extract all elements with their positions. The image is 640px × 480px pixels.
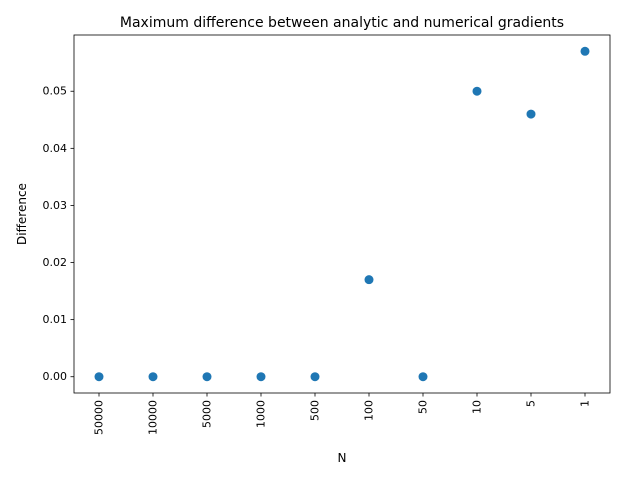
data-point	[472, 86, 482, 96]
data-point	[364, 275, 374, 285]
x-tick-label: 100	[363, 400, 376, 421]
plot-area	[73, 34, 611, 394]
y-tick-label: 0.05	[43, 85, 68, 98]
x-axis-label: N	[338, 451, 347, 465]
data-point	[526, 109, 536, 119]
x-tick-label: 10000	[147, 400, 160, 435]
y-axis-label: Difference	[15, 183, 29, 245]
x-tick-label: 500	[309, 400, 322, 421]
chart-title: Maximum difference between analytic and …	[120, 15, 564, 31]
axes-frame	[73, 34, 611, 394]
x-axis: 50000 10000 5000 1000 500 100 50 10 5 1	[93, 393, 592, 435]
data-point	[148, 372, 158, 382]
data-point	[418, 372, 428, 382]
data-point	[256, 372, 266, 382]
data-point	[310, 372, 320, 382]
y-axis: 0.00 0.01 0.02 0.03 0.04 0.05	[43, 85, 74, 383]
x-tick-label: 50	[417, 400, 430, 414]
y-tick-label: 0.03	[43, 199, 68, 212]
data-point	[580, 46, 590, 56]
x-tick-label: 10	[471, 400, 484, 414]
data-point	[94, 372, 104, 382]
y-tick-label: 0.00	[43, 370, 68, 383]
y-tick-label: 0.04	[43, 142, 68, 155]
x-tick-label: 1	[579, 400, 592, 407]
x-tick-label: 50000	[93, 400, 106, 435]
x-tick-label: 1000	[255, 400, 268, 428]
x-tick-label: 5000	[201, 400, 214, 428]
data-points	[94, 46, 590, 382]
x-tick-label: 5	[525, 400, 538, 407]
data-point	[202, 372, 212, 382]
y-tick-label: 0.02	[43, 256, 68, 269]
y-tick-label: 0.01	[43, 313, 68, 326]
